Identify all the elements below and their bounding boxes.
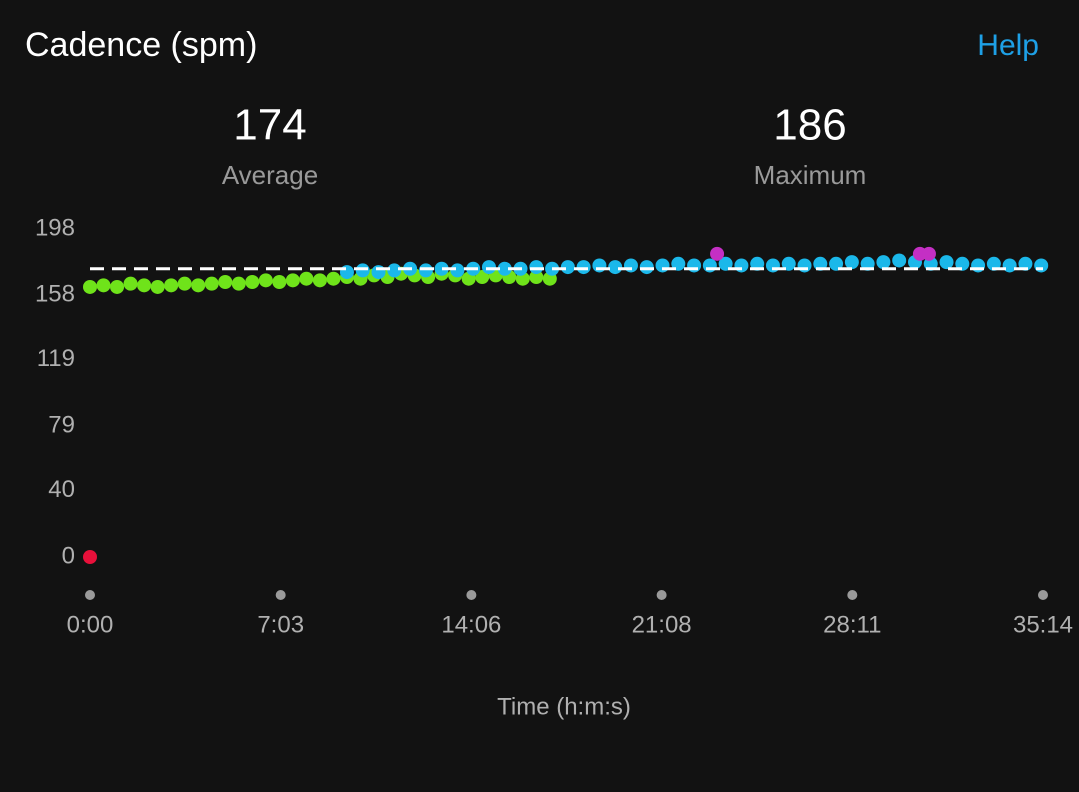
- data-point: [339, 265, 354, 280]
- data-point: [529, 270, 544, 285]
- data-point: [355, 263, 370, 278]
- data-point: [655, 258, 670, 273]
- y-tick-label: 119: [37, 345, 75, 372]
- data-point: [83, 550, 97, 564]
- data-point: [592, 258, 607, 273]
- data-point: [164, 278, 179, 293]
- x-tick-label: 21:08: [632, 611, 692, 638]
- data-point: [608, 260, 623, 275]
- x-tick-dot: [656, 590, 667, 600]
- help-link[interactable]: Help: [977, 29, 1039, 62]
- data-point: [123, 276, 138, 291]
- data-point: [177, 276, 192, 291]
- data-point: [623, 258, 638, 273]
- data-point: [110, 279, 125, 294]
- data-point: [710, 246, 725, 261]
- x-tick-label: 7:03: [257, 611, 304, 638]
- data-point: [258, 273, 273, 288]
- data-point: [497, 261, 512, 276]
- data-point: [83, 279, 97, 294]
- y-tick-label: 40: [48, 476, 75, 503]
- data-point: [326, 271, 341, 286]
- data-point: [312, 273, 327, 288]
- x-tick-label: 28:11: [823, 611, 881, 638]
- data-point: [245, 275, 260, 290]
- data-point: [285, 273, 300, 288]
- data-point: [450, 263, 465, 278]
- x-tick-label: 0:00: [67, 611, 114, 638]
- data-point: [765, 258, 780, 273]
- maximum-value: 186: [773, 101, 846, 150]
- y-tick-label: 158: [35, 281, 75, 308]
- x-tick-dot: [847, 590, 858, 600]
- x-tick-dot: [275, 590, 286, 600]
- y-tick-label: 79: [48, 411, 75, 438]
- x-tick-label: 14:06: [441, 611, 501, 638]
- data-point: [218, 275, 233, 290]
- data-point: [639, 260, 654, 275]
- data-point: [272, 275, 287, 290]
- data-point: [1034, 258, 1049, 273]
- data-point: [529, 260, 544, 275]
- data-point: [191, 278, 206, 293]
- y-tick-label: 198: [35, 214, 75, 241]
- data-point: [96, 278, 111, 293]
- data-point: [844, 255, 859, 270]
- data-point: [387, 263, 402, 278]
- data-point: [734, 258, 749, 273]
- data-point: [876, 255, 891, 270]
- x-tick-dot: [1038, 590, 1048, 600]
- data-point: [204, 276, 219, 291]
- data-point: [137, 278, 152, 293]
- data-point: [434, 261, 449, 276]
- data-point: [702, 258, 717, 273]
- data-point: [687, 258, 702, 273]
- data-point: [481, 260, 496, 275]
- data-point: [1002, 258, 1017, 273]
- data-point: [892, 253, 907, 268]
- data-point: [150, 279, 165, 294]
- data-point: [371, 265, 386, 280]
- y-tick-label: 0: [62, 542, 75, 569]
- data-point: [299, 271, 314, 286]
- data-point: [939, 255, 954, 270]
- data-point: [418, 263, 433, 278]
- data-point: [971, 258, 986, 273]
- maximum-label: Maximum: [754, 160, 867, 190]
- average-value: 174: [233, 101, 306, 150]
- data-point: [560, 260, 575, 275]
- x-axis-label: Time (h:m:s): [497, 693, 631, 720]
- data-point: [921, 246, 936, 261]
- x-tick-dot: [466, 590, 477, 600]
- x-tick-dot: [85, 590, 95, 600]
- data-point: [797, 258, 812, 273]
- data-point: [231, 276, 246, 291]
- title: Cadence (spm): [25, 26, 257, 64]
- average-label: Average: [222, 160, 318, 190]
- data-point: [475, 270, 490, 285]
- data-point: [576, 260, 591, 275]
- x-tick-label: 35:14: [1013, 611, 1073, 638]
